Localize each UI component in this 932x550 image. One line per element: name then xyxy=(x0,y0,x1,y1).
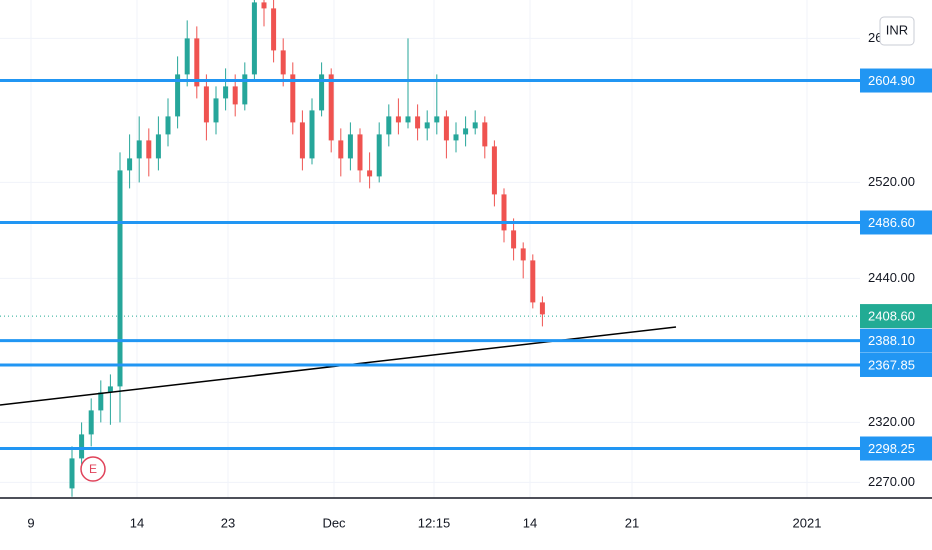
candle-body xyxy=(223,86,229,99)
candle-body xyxy=(280,50,286,75)
candles xyxy=(69,0,545,497)
candle-body xyxy=(491,146,497,195)
candle-body xyxy=(79,434,85,459)
x-tick-label: 2021 xyxy=(793,515,822,530)
candle-body xyxy=(242,74,248,105)
candle-body xyxy=(511,230,517,249)
candle-body xyxy=(482,122,488,147)
candle-body xyxy=(386,116,392,135)
candle-body xyxy=(463,128,469,135)
candle-body xyxy=(136,140,142,159)
currency-box[interactable] xyxy=(879,16,915,46)
candle-body xyxy=(98,392,104,411)
candle-body xyxy=(415,116,421,129)
candle-body xyxy=(290,74,296,123)
x-tick-label: 12:15 xyxy=(418,515,451,530)
candle-body xyxy=(251,2,257,75)
level-box xyxy=(860,436,932,461)
candle-body xyxy=(309,110,315,159)
currency: INR xyxy=(886,22,908,37)
last-price-label: 2408.60 xyxy=(868,309,915,324)
x-tick-label: 14 xyxy=(130,515,144,530)
candle-body xyxy=(175,74,181,117)
candle-body xyxy=(443,116,449,141)
x-tick-label: 14 xyxy=(523,515,537,530)
candle-body xyxy=(530,260,536,303)
candle-body xyxy=(395,116,401,123)
candle-body xyxy=(347,134,353,159)
candle-body xyxy=(424,122,430,129)
candle-body xyxy=(520,248,526,261)
event-marker-label: E xyxy=(89,462,97,476)
level-box xyxy=(860,352,932,377)
candle-body xyxy=(501,194,507,231)
level-label: 2486.60 xyxy=(868,215,915,230)
event-marker[interactable] xyxy=(80,456,106,482)
x-tick-label: Dec xyxy=(322,515,346,530)
candle-body xyxy=(203,86,209,123)
candle-body xyxy=(319,74,325,111)
last-price-box xyxy=(860,304,932,329)
candle-body xyxy=(88,410,94,435)
candle-body xyxy=(338,140,344,159)
candle-body xyxy=(261,2,267,9)
axes: 2270.002320.002440.002520.002640.0091423… xyxy=(27,30,932,530)
level-label: 2298.25 xyxy=(868,441,915,456)
candle-body xyxy=(376,134,382,177)
candle-body xyxy=(213,98,219,123)
candle-body xyxy=(434,116,440,123)
candle-body xyxy=(107,386,113,393)
candle-body xyxy=(357,134,363,171)
candle-body xyxy=(232,86,238,105)
level-box xyxy=(860,210,932,235)
x-tick-label: 23 xyxy=(221,515,235,530)
candle-body xyxy=(117,170,123,387)
level-box xyxy=(860,328,932,353)
level-box xyxy=(860,68,932,93)
candle-body xyxy=(155,134,161,159)
candle-body xyxy=(453,134,459,141)
level-label: 2604.90 xyxy=(868,73,915,88)
y-tick-label: 2440.00 xyxy=(868,270,915,285)
level-label: 2367.85 xyxy=(868,357,915,372)
grid xyxy=(0,0,860,498)
candle-body xyxy=(405,116,411,123)
candle-body xyxy=(367,170,373,177)
level-label: 2388.10 xyxy=(868,333,915,348)
candle-body xyxy=(299,122,305,159)
y-tick-label: 2270.00 xyxy=(868,474,915,489)
candle-body xyxy=(539,302,545,315)
y-tick-label: 2320.00 xyxy=(868,414,915,429)
x-tick-label: 21 xyxy=(625,515,639,530)
candle-body xyxy=(69,458,75,489)
candle-body xyxy=(146,140,152,159)
candle-body xyxy=(165,116,171,135)
x-tick-label: 9 xyxy=(27,515,34,530)
candle-body xyxy=(127,158,133,171)
y-tick-label: 2520.00 xyxy=(868,174,915,189)
candle-body xyxy=(184,38,190,75)
levels xyxy=(0,79,860,450)
candle-body xyxy=(194,38,200,87)
candle-body xyxy=(472,122,478,129)
candle-body xyxy=(328,74,334,141)
candle-body xyxy=(271,8,277,51)
